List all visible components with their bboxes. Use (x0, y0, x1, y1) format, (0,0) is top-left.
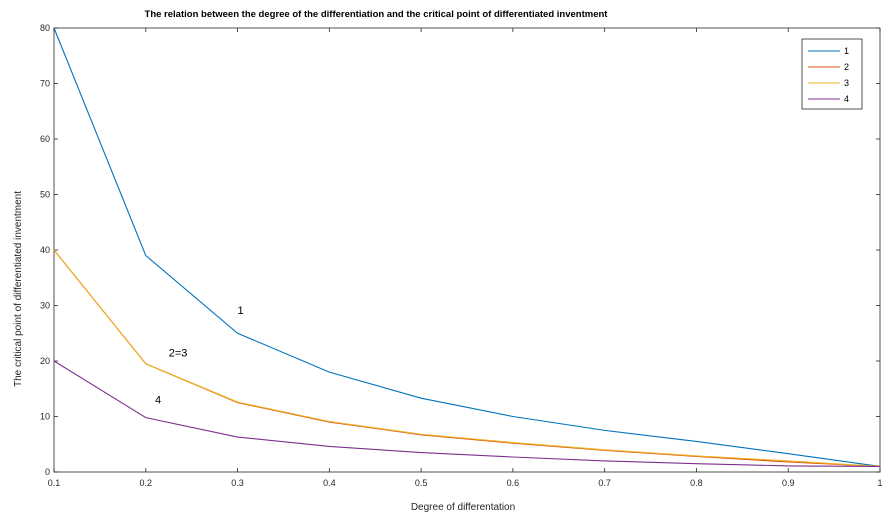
series-line-1 (53, 27, 881, 467)
y-tick-label: 30 (40, 301, 50, 311)
annotation-label: 2=3 (169, 348, 188, 360)
x-tick-label: 0.6 (507, 478, 520, 488)
x-tick-label: 0.2 (140, 478, 153, 488)
y-tick-label: 70 (40, 79, 50, 89)
series-line-4 (53, 360, 881, 468)
y-tick-label: 50 (40, 190, 50, 200)
y-tick-label: 20 (40, 356, 50, 366)
y-tick-label: 60 (40, 134, 50, 144)
x-tick-label: 0.3 (231, 478, 244, 488)
chart-title: The relation between the degree of the d… (145, 9, 609, 20)
legend-entry-3: 3 (844, 78, 849, 88)
x-tick-label: 0.4 (323, 478, 336, 488)
x-tick-label: 0.7 (598, 478, 611, 488)
legend-entry-1: 1 (844, 46, 849, 56)
y-tick-label: 40 (40, 245, 50, 255)
x-tick-label: 0.1 (48, 478, 61, 488)
x-tick-label: 0.9 (782, 478, 795, 488)
plot-area: 0.1 0.2 0.3 0.4 0.5 0.6 0.7 0.8 0.9 1010203040506… (40, 23, 883, 488)
y-tick-label: 0 (45, 467, 50, 477)
legend-entry-2: 2 (844, 62, 849, 72)
annotation-label: 4 (155, 395, 161, 407)
series-line-3 (53, 249, 881, 467)
x-tick-label: 0.5 (415, 478, 428, 488)
x-axis-label: Degree of differentation (411, 502, 515, 513)
y-tick-label: 80 (40, 23, 50, 33)
legend: 1 2 3 4 (801, 38, 863, 110)
x-tick-label: 0.8 (690, 478, 703, 488)
axes-box (53, 27, 881, 473)
x-tick-label: 1 (877, 478, 882, 488)
y-tick-label: 10 (40, 412, 50, 422)
legend-entry-4: 4 (844, 94, 849, 104)
annotation-label: 1 (238, 305, 244, 317)
y-axis-label: The critical point of differentiated inv… (13, 191, 24, 387)
